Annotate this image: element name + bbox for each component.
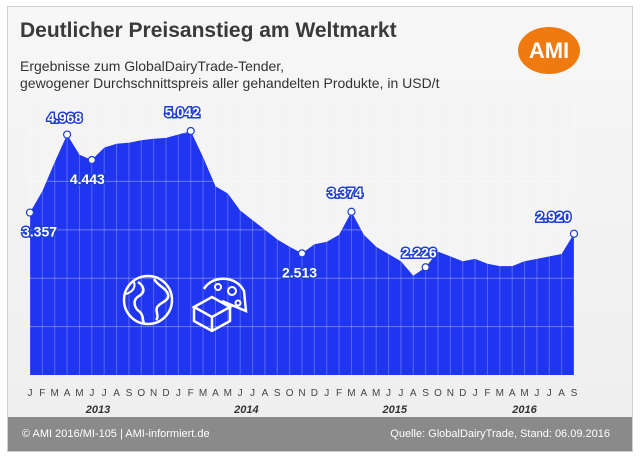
month-tick-label: F	[39, 388, 45, 399]
month-tick-label: F	[336, 388, 342, 399]
month-tick-label: F	[188, 388, 194, 399]
chart-frame: Deutlicher Preisanstieg am Weltmarkt Erg…	[7, 6, 633, 452]
value-marker	[62, 130, 72, 139]
value-label: 4.968	[47, 110, 82, 126]
month-tick-label: J	[324, 388, 329, 399]
month-tick-label: J	[250, 388, 255, 399]
chart-title: Deutlicher Preisanstieg am Weltmarkt	[20, 19, 397, 42]
value-marker	[347, 207, 356, 216]
globe-icon	[122, 274, 174, 326]
value-label: 2.920	[536, 209, 571, 225]
month-tick-label: J	[28, 388, 33, 399]
month-tick-label: J	[102, 388, 107, 399]
month-tick-label: N	[447, 388, 454, 399]
year-label: 2013	[85, 404, 110, 416]
value-label: 5.042	[165, 104, 200, 120]
month-tick-label: A	[410, 388, 417, 399]
subtitle-line-2: gewogener Durchschnittspreis aller gehan…	[20, 75, 440, 91]
value-label: 2.513	[282, 264, 317, 280]
month-tick-label: A	[113, 388, 120, 399]
month-tick-label: S	[126, 388, 133, 399]
month-tick-label: A	[64, 388, 71, 399]
year-label: 2015	[381, 404, 407, 416]
value-label: 2.226	[402, 244, 437, 260]
month-tick-label: J	[534, 388, 539, 399]
month-tick-label: S	[571, 388, 578, 399]
footer-bar: © AMI 2016/MI-105 | AMI-informiert.de Qu…	[8, 417, 632, 451]
footer-source: Quelle: GlobalDairyTrade, Stand: 06.09.2…	[390, 428, 610, 440]
month-tick-label: J	[238, 388, 243, 399]
month-tick-label: O	[286, 388, 294, 399]
value-marker	[569, 229, 579, 238]
value-label: 3.374	[327, 185, 362, 201]
month-tick-label: M	[75, 388, 83, 399]
value-marker	[186, 126, 195, 136]
subtitle-line-1: Ergebnisse zum GlobalDairyTrade-Tender,	[20, 58, 285, 74]
year-label: 2014	[233, 404, 258, 416]
month-tick-label: J	[176, 388, 181, 399]
month-tick-label: A	[558, 388, 565, 399]
ami-logo: AMI	[518, 27, 580, 74]
month-tick-label: M	[372, 388, 380, 399]
month-tick-label: A	[360, 388, 367, 399]
chart-subtitle: Ergebnisse zum GlobalDairyTrade-Tender, …	[20, 58, 439, 92]
month-tick-label: D	[459, 388, 466, 399]
month-tick-label: J	[386, 388, 391, 399]
price-chart: 3.357 4.968 4.443 5.042 2.513 3.374 2.226 2.920…	[21, 103, 579, 416]
value-label: 3.357	[22, 224, 57, 240]
value-marker	[25, 208, 35, 217]
month-tick-label: J	[473, 388, 478, 399]
month-tick-label: N	[298, 388, 305, 399]
value-marker	[87, 155, 96, 165]
month-tick-label: N	[150, 388, 157, 399]
month-tick-label: O	[137, 388, 145, 399]
month-tick-label: O	[434, 388, 442, 399]
month-tick-label: J	[547, 388, 552, 399]
month-tick-label: F	[484, 388, 490, 399]
month-tick-label: S	[274, 388, 281, 399]
month-tick-label: D	[311, 388, 318, 399]
cheese-icon	[191, 277, 248, 333]
month-tick-label: M	[496, 388, 504, 399]
value-marker	[421, 263, 430, 272]
month-tick-label: D	[162, 388, 169, 399]
month-tick-label: M	[224, 388, 232, 399]
month-tick-label: M	[199, 388, 207, 399]
value-label: 4.443	[70, 171, 105, 187]
month-tick-label: M	[347, 388, 355, 399]
month-tick-label: S	[422, 388, 429, 399]
month-tick-label: M	[520, 388, 528, 399]
month-tick-label: M	[51, 388, 59, 399]
month-tick-label: A	[212, 388, 219, 399]
month-tick-label: J	[398, 388, 403, 399]
year-label: 2016	[511, 404, 537, 416]
value-marker	[297, 249, 307, 258]
month-tick-label: A	[509, 388, 516, 399]
value-labels: 3.357 4.968 4.443 5.042 2.513 3.374 2.226 2.920	[21, 103, 579, 282]
month-tick-label: J	[89, 388, 94, 399]
month-tick-label: A	[262, 388, 269, 399]
footer-copyright: © AMI 2016/MI-105 | AMI-informiert.de	[22, 428, 210, 440]
